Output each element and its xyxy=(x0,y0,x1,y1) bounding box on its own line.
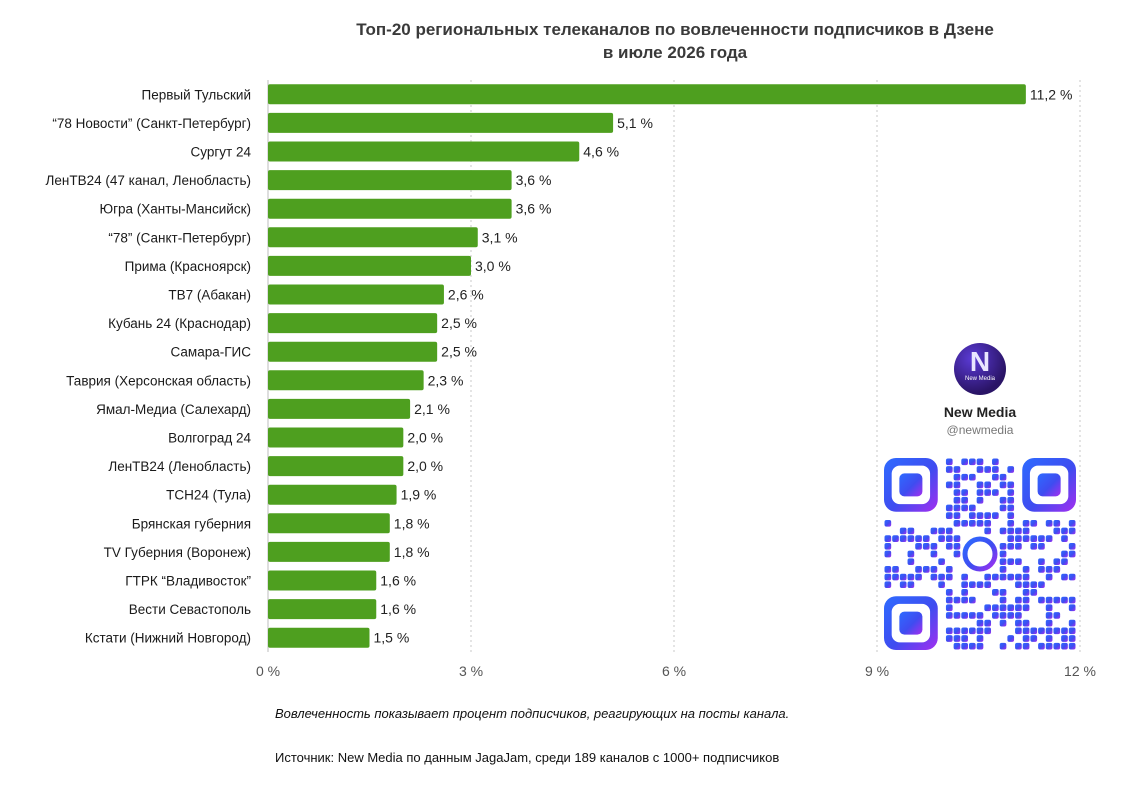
bar xyxy=(268,456,404,477)
value-label: 11,2 % xyxy=(1030,86,1073,102)
chart-title-line-2: в июле 2026 года xyxy=(602,43,748,62)
value-label: 1,8 % xyxy=(394,544,430,560)
value-label: 2,5 % xyxy=(441,315,477,331)
bar xyxy=(268,427,404,448)
source-note: Источник: New Media по данным JagaJam, с… xyxy=(275,750,780,765)
bar xyxy=(268,341,438,362)
bar-chart: 0 % 3 % 6 % 9 % 12 % Первый Тульский 11,2 % “78… xyxy=(46,80,1096,679)
bar xyxy=(268,513,390,534)
category-label: Первый Тульский xyxy=(142,87,251,102)
category-label: Кстати (Нижний Новгород) xyxy=(85,631,251,646)
logo-text: New Media xyxy=(964,376,995,382)
value-label: 1,5 % xyxy=(374,630,410,646)
value-label: 1,9 % xyxy=(401,487,437,503)
qr-code-icon[interactable] xyxy=(884,458,1076,650)
value-label: 1,8 % xyxy=(394,515,430,531)
footnote: Вовлеченность показывает процент подписч… xyxy=(275,706,790,721)
value-label: 1,6 % xyxy=(380,573,416,589)
category-label: ТВ7 (Абакан) xyxy=(168,288,251,303)
value-label: 2,3 % xyxy=(428,372,464,388)
category-label: Таврия (Херсонская область) xyxy=(66,373,251,388)
value-label: 2,6 % xyxy=(448,287,484,303)
bar xyxy=(268,227,478,248)
category-label: ЛенТВ24 (Ленобласть) xyxy=(108,459,251,474)
bar xyxy=(268,398,411,419)
category-label: Ямал-Медиа (Салехард) xyxy=(96,402,251,417)
bar xyxy=(268,112,614,133)
category-label: ЛенТВ24 (47 канал, Ленобласть) xyxy=(46,173,251,188)
bar xyxy=(268,599,377,620)
value-label: 2,1 % xyxy=(414,401,450,417)
bar xyxy=(268,141,580,162)
bar xyxy=(268,170,512,191)
value-label: 1,6 % xyxy=(380,601,416,617)
category-label: “78 Новости” (Санкт-Петербург) xyxy=(52,116,251,131)
x-tick-label: 0 % xyxy=(256,663,280,679)
value-label: 2,0 % xyxy=(407,458,443,474)
value-label: 2,0 % xyxy=(407,430,443,446)
category-label: TV Губерния (Воронеж) xyxy=(104,545,251,560)
bar xyxy=(268,284,444,305)
category-label: Сургут 24 xyxy=(191,145,252,160)
category-label: Югра (Ханты-Мансийск) xyxy=(99,202,251,217)
x-tick-label: 6 % xyxy=(662,663,686,679)
value-label: 5,1 % xyxy=(617,115,653,131)
value-label: 3,0 % xyxy=(475,258,511,274)
x-tick-label: 9 % xyxy=(865,663,889,679)
bar xyxy=(268,370,424,391)
category-label: Прима (Красноярск) xyxy=(125,259,251,274)
bar xyxy=(268,627,370,648)
bar xyxy=(268,313,438,334)
category-label: Вести Севастополь xyxy=(129,602,251,617)
bar xyxy=(268,84,1026,105)
category-label: Самара-ГИС xyxy=(171,345,252,360)
brand-name: New Media xyxy=(943,404,1017,420)
chart-title: Топ-20 региональных телеканалов по вовле… xyxy=(300,18,1050,64)
category-label: ГТРК “Владивосток” xyxy=(125,574,251,589)
value-label: 2,5 % xyxy=(441,344,477,360)
bar xyxy=(268,484,397,505)
bar xyxy=(268,255,471,276)
category-label: Брянская губерния xyxy=(132,516,251,531)
category-label: “78” (Санкт-Петербург) xyxy=(108,230,251,245)
brand-block: N New Media New Media @newmedia xyxy=(880,343,1080,437)
x-tick-label: 12 % xyxy=(1064,663,1096,679)
x-tick-label: 3 % xyxy=(459,663,483,679)
category-label: ТСН24 (Тула) xyxy=(166,488,251,503)
bar xyxy=(268,570,377,591)
bar xyxy=(268,541,390,562)
bar xyxy=(268,198,512,219)
value-label: 3,6 % xyxy=(516,201,552,217)
category-label: Волгоград 24 xyxy=(168,431,251,446)
category-label: Кубань 24 (Краснодар) xyxy=(108,316,251,331)
new-media-logo-icon: N New Media xyxy=(954,343,1006,395)
value-label: 3,1 % xyxy=(482,229,518,245)
value-label: 3,6 % xyxy=(516,172,552,188)
chart-title-line-1: Топ-20 региональных телеканалов по вовле… xyxy=(356,20,994,39)
brand-handle: @newmedia xyxy=(946,423,1014,437)
value-label: 4,6 % xyxy=(583,144,619,160)
